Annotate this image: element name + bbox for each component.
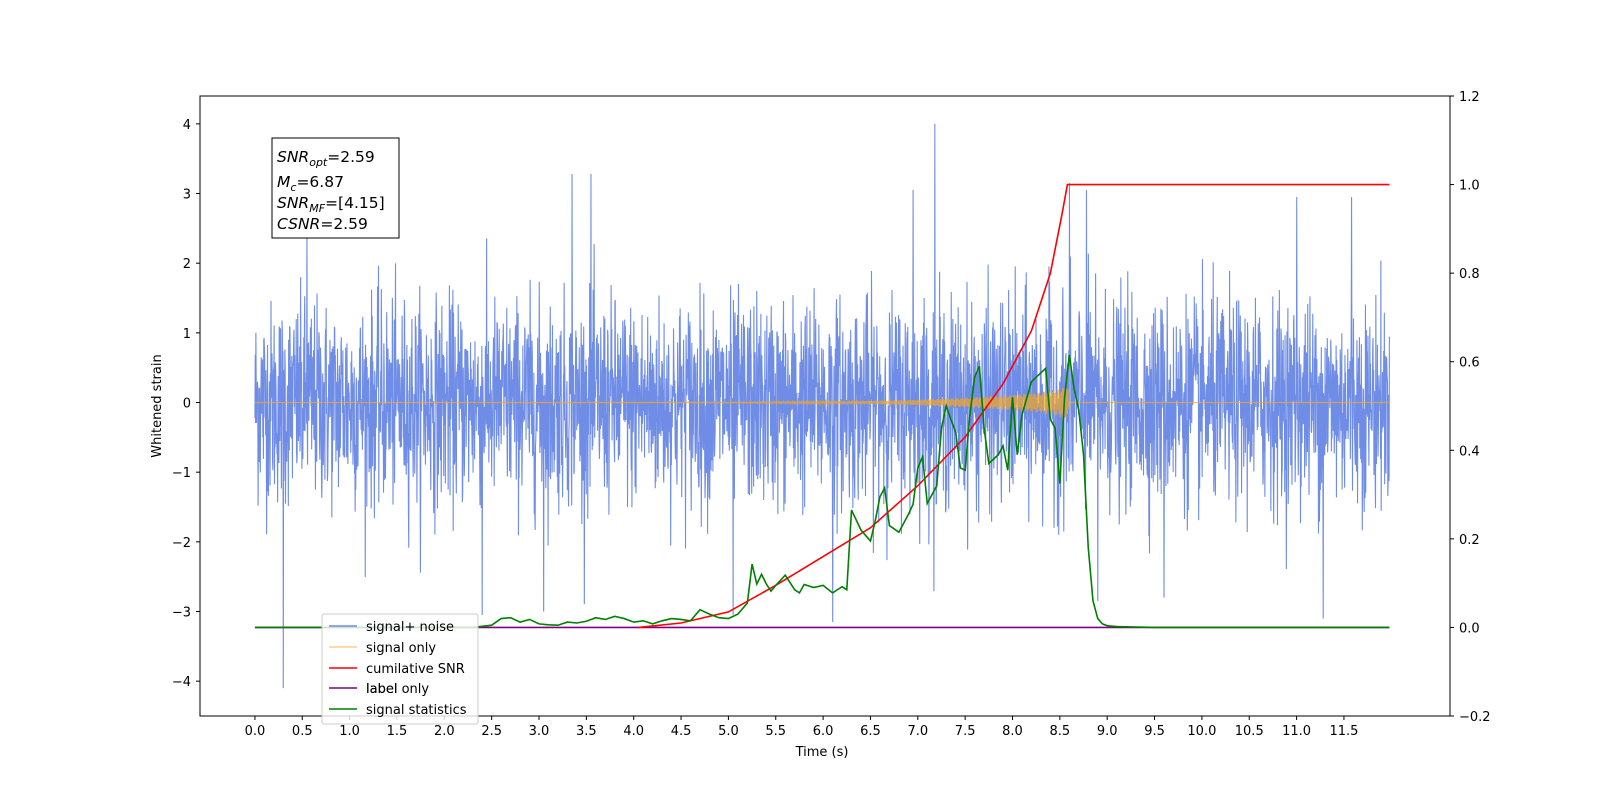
- x-tick-label: 2.5: [481, 724, 502, 739]
- y-right-tick-label: 0.2: [1459, 533, 1480, 548]
- legend-label-label: label: [366, 682, 397, 697]
- chirp-mass-text: Mc=6.87: [277, 173, 344, 194]
- series-signal-only-line: [254, 387, 1390, 419]
- legend-label-signal-noise: signal+ noise: [366, 620, 454, 635]
- x-tick-label: 11.0: [1282, 724, 1311, 739]
- x-tick-label: 5.5: [765, 724, 786, 739]
- x-tick-label: 11.5: [1329, 724, 1358, 739]
- x-tick-label: 5.0: [718, 724, 739, 739]
- x-tick-label: 0.5: [292, 724, 313, 739]
- series-cumulative-snr-line: [638, 183, 1390, 629]
- series-signal-statistics-line: [254, 354, 1390, 629]
- x-tick-label: 3.5: [576, 724, 597, 739]
- snr-opt-text: SNRopt=2.59: [277, 148, 375, 169]
- x-tick-label: 4.5: [671, 724, 692, 739]
- y-right-tick-label: 1.0: [1459, 179, 1480, 194]
- x-tick-label: 7.5: [955, 724, 976, 739]
- y-right-tick-label: 0.8: [1459, 267, 1480, 282]
- csnr-text: CSNR=2.59: [277, 215, 368, 233]
- y-left-tick-label: 3: [183, 188, 191, 203]
- y-right-tick-label: 0.6: [1459, 356, 1480, 371]
- stats-box-frame: [271, 137, 400, 239]
- y-left-tick-label: 2: [183, 257, 191, 272]
- x-axis-label: Time (s): [795, 745, 849, 760]
- y-left-tick-label: −3: [172, 606, 191, 621]
- legend-label-only-ghost: label only: [366, 682, 429, 697]
- x-tick-label: 4.0: [623, 724, 644, 739]
- y-left-tick-label: −1: [172, 466, 191, 481]
- y-right-tick-label: 1.2: [1459, 90, 1480, 105]
- x-tick-label: 2.0: [434, 724, 455, 739]
- x-tick-label: 0.0: [245, 724, 266, 739]
- legend-frame: [321, 613, 479, 725]
- x-tick-label: 3.0: [529, 724, 550, 739]
- x-tick-label: 10.5: [1235, 724, 1264, 739]
- y-left-tick-label: −4: [172, 675, 191, 690]
- x-tick-label: 8.5: [1050, 724, 1071, 739]
- y-right-tick-label: −0.2: [1459, 710, 1491, 725]
- x-tick-label: 7.0: [907, 724, 928, 739]
- stats-annotation-box: SNRopt=2.59 Mc=6.87 SNRMF=[4.15] CSNR=2.…: [271, 137, 400, 239]
- legend: signal+ noise signal only cumilative SNR…: [321, 613, 479, 725]
- plot-frame: [199, 95, 1451, 717]
- y-left-tick-label: 0: [183, 397, 191, 412]
- y-right-tick-label: 0.4: [1459, 444, 1480, 459]
- legend-label-signal-statistics: signal statistics: [366, 703, 467, 718]
- x-tick-label: 1.0: [339, 724, 360, 739]
- series-signal-noise-line: [254, 123, 1390, 689]
- legend-label-cumulative-snr: cumilative SNR: [366, 662, 465, 677]
- y-left-tick-label: −2: [172, 536, 191, 551]
- x-tick-label: 1.5: [387, 724, 408, 739]
- x-tick-label: 10.0: [1187, 724, 1216, 739]
- y-axis-label: Whitened strain: [150, 354, 165, 457]
- y-left-tick-label: 4: [183, 118, 191, 133]
- x-tick-label: 9.5: [1144, 724, 1165, 739]
- x-tick-label: 6.5: [860, 724, 881, 739]
- x-tick-label: 9.0: [1097, 724, 1118, 739]
- legend-label-signal-only: signal only: [366, 641, 436, 656]
- axis-ticks-layer: 0.0 0.5 1.0 1.5 2.0 2.5 3.0 3.5 4.0 4.5 5.0 5.5 6.0 6…: [172, 90, 1491, 739]
- y-left-tick-label: 1: [183, 327, 191, 342]
- snr-mf-text: SNRMF=[4.15]: [277, 194, 385, 215]
- x-tick-label: 8.0: [1002, 724, 1023, 739]
- x-tick-label: 6.0: [813, 724, 834, 739]
- y-right-tick-label: 0.0: [1459, 621, 1480, 636]
